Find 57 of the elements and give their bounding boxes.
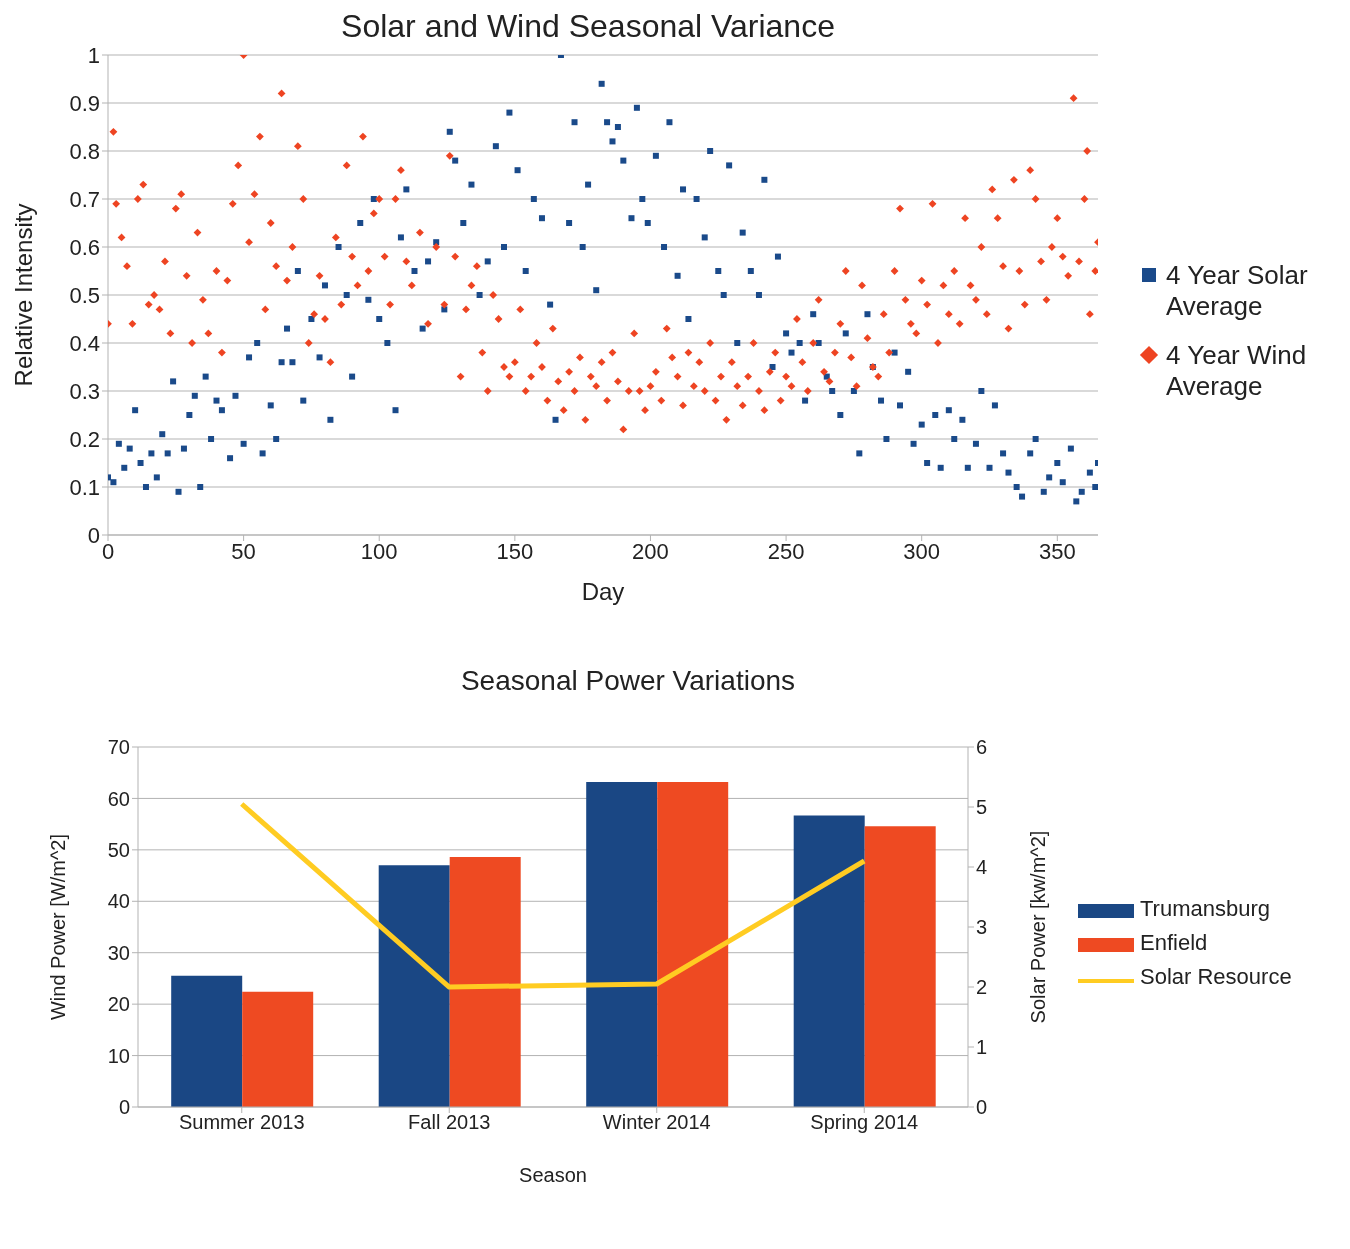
y-tick-label: 50	[107, 838, 130, 861]
y2-tick-label: 5	[976, 796, 988, 819]
y-tick-label: 0.9	[69, 90, 100, 116]
y2-tick-label: 2	[976, 976, 988, 999]
legend-label: Trumansburg	[1140, 896, 1271, 922]
y-tick-label: 20	[107, 993, 130, 1016]
chart-title: Seasonal Power Variations	[459, 665, 797, 697]
y-tick-label: 30	[107, 941, 130, 964]
y2-axis-title: Solar Power [kw/m^2]	[1027, 830, 1050, 1024]
y-tick-label: 0.2	[69, 426, 100, 452]
y-tick-label: 0.6	[69, 234, 100, 260]
x-tick-label: 200	[632, 538, 669, 564]
y-tick-label: 40	[107, 890, 130, 913]
y2-tick-label: 0	[976, 1096, 988, 1119]
x-tick-label: 50	[231, 538, 256, 564]
y-tick-label: 0.5	[69, 282, 100, 308]
legend-label: Enfield	[1140, 930, 1208, 956]
y-tick-label: 1	[87, 42, 100, 68]
legend-label: 4 Year Solar Average	[1166, 260, 1309, 322]
bar	[242, 991, 314, 1107]
y-tick-label: 60	[107, 787, 130, 810]
y2-tick-label: 4	[976, 856, 988, 879]
bar	[793, 815, 865, 1107]
bar	[586, 781, 658, 1107]
x-tick-label: Spring 2014	[810, 1111, 919, 1134]
x-tick-label: 300	[903, 538, 941, 564]
legend-label: Solar Resource	[1140, 964, 1292, 990]
y-axis-title: Relative Intensity	[9, 203, 37, 387]
chart-title: Solar and Wind Seasonal Variance	[341, 8, 835, 44]
x-axis-title: Day	[581, 578, 625, 605]
bar	[449, 857, 521, 1107]
x-tick-label: 250	[767, 538, 805, 564]
y-axis-title: Wind Power [W/m^2]	[47, 833, 70, 1021]
y-tick-label: 0.3	[69, 378, 100, 404]
y2-tick-label: 1	[976, 1036, 988, 1059]
y-tick-label: 0.8	[69, 138, 100, 164]
y-tick-label: 0.4	[69, 330, 100, 356]
y-tick-label: 0	[118, 1096, 130, 1119]
bar	[657, 781, 729, 1107]
y2-tick-label: 6	[976, 736, 988, 759]
x-tick-label: 100	[360, 538, 398, 564]
bar	[864, 826, 936, 1107]
x-axis-title: Season	[519, 1164, 587, 1186]
x-tick-label: 350	[1038, 538, 1076, 564]
bar	[378, 865, 450, 1107]
y2-tick-label: 3	[976, 916, 988, 939]
y-tick-label: 0	[87, 522, 100, 548]
legend-label: 4 Year Wind Average	[1166, 340, 1308, 402]
x-tick-label: Winter 2014	[602, 1111, 711, 1134]
x-tick-label: 150	[496, 538, 534, 564]
y-tick-label: 0.1	[69, 474, 100, 500]
x-tick-label: Fall 2013	[408, 1111, 491, 1134]
y-tick-label: 70	[107, 736, 130, 759]
y-tick-label: 0.7	[69, 186, 100, 212]
x-tick-label: Summer 2013	[178, 1111, 305, 1134]
bar	[171, 975, 243, 1107]
y-tick-label: 10	[107, 1044, 130, 1067]
